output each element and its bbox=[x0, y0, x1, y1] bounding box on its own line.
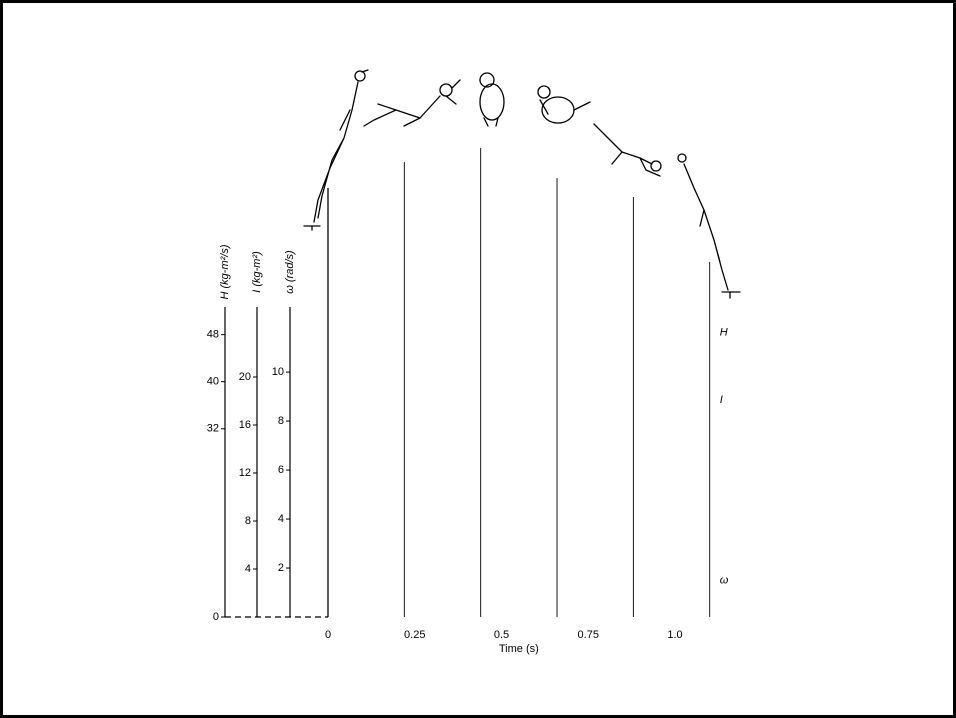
y-axis-label: H (kg-m²/s) bbox=[219, 244, 231, 299]
diver-tuck bbox=[479, 72, 505, 127]
y-tick-label: 40 bbox=[207, 376, 219, 388]
x-tick-label: 1.0 bbox=[667, 629, 682, 641]
y-tick-label: 32 bbox=[207, 423, 219, 435]
x-tick-label: 0.75 bbox=[578, 629, 599, 641]
x-tick-label: 0.5 bbox=[494, 629, 509, 641]
x-tick-label: 0.25 bbox=[404, 629, 425, 641]
y-tick-label: 8 bbox=[245, 515, 251, 527]
diver-pike bbox=[363, 79, 461, 127]
series-label: I bbox=[720, 394, 723, 406]
y-tick-label: 16 bbox=[239, 419, 251, 431]
y-tick-label: 20 bbox=[239, 371, 251, 383]
y-axis-label: ω (rad/s) bbox=[284, 250, 296, 294]
series-label: ω bbox=[720, 575, 729, 587]
diver-opening bbox=[593, 123, 662, 177]
y-tick-label: 10 bbox=[272, 366, 284, 378]
y-tick-label: 8 bbox=[278, 415, 284, 427]
y-axis-label: I (kg-m²) bbox=[251, 251, 263, 293]
series-label: H bbox=[720, 327, 728, 339]
diver-tuck-open bbox=[537, 85, 591, 124]
y-tick-label: 48 bbox=[207, 329, 219, 341]
diver-figures bbox=[303, 69, 741, 299]
x-axis-label: Time (s) bbox=[499, 643, 539, 655]
diver-entry bbox=[677, 153, 741, 299]
y-tick-label: 6 bbox=[278, 464, 284, 476]
x-tick-label: 0 bbox=[325, 629, 331, 641]
y-tick-label: 12 bbox=[239, 467, 251, 479]
y-tick-label: 4 bbox=[245, 563, 251, 575]
y-tick-label: 2 bbox=[278, 562, 284, 574]
y-tick-label: 4 bbox=[278, 513, 284, 525]
y-tick-label: 0 bbox=[213, 611, 219, 623]
diver-takeoff bbox=[303, 69, 369, 231]
